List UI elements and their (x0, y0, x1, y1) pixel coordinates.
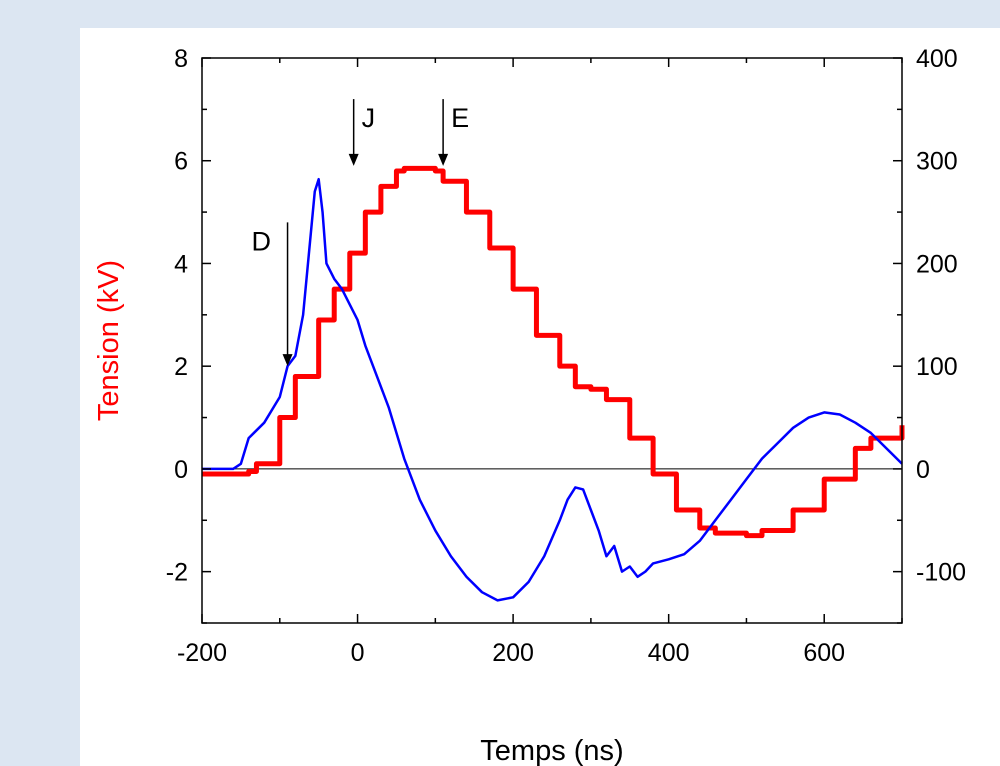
y2-tick-label: 100 (916, 353, 958, 381)
y-tick-label: -2 (166, 559, 188, 587)
annotation-label-j: J (362, 103, 376, 133)
x-axis-title: Temps (ns) (480, 735, 623, 766)
x-tick-label: 0 (351, 639, 365, 667)
annotation-arrowhead-j (348, 153, 359, 166)
y-tick-label: 6 (174, 148, 188, 176)
x-tick-label: 400 (648, 639, 690, 667)
x-tick-label: -200 (177, 639, 227, 667)
annotation-label-e: E (451, 103, 469, 133)
y-tick-label: 8 (174, 45, 188, 73)
y-axis-title: Tension (kV) (93, 260, 125, 421)
series-layer (202, 165, 905, 602)
chart-frame: -200 0 200 400 600 -2 0 2 4 6 8 -100 0 100 200 300 400 D… (80, 28, 1000, 766)
annotation-layer: D J E (252, 99, 469, 367)
x-tick-label: 600 (803, 639, 845, 667)
series-line-tension (202, 165, 905, 539)
annotation-arrowhead-d (282, 354, 293, 367)
y-tick-label: 0 (174, 456, 188, 484)
y-tick-label: 2 (174, 353, 188, 381)
tick-layer: -200 0 200 400 600 -2 0 2 4 6 8 -100 0 100 200 300 400 (166, 45, 966, 667)
y-tick-label: 4 (174, 250, 188, 278)
x-tick-label: 200 (492, 639, 534, 667)
y2-tick-label: -100 (916, 559, 966, 587)
y2-tick-label: 400 (916, 45, 958, 73)
y2-tick-label: 300 (916, 148, 958, 176)
chart-svg: -200 0 200 400 600 -2 0 2 4 6 8 -100 0 100 200 300 400 D… (93, 45, 966, 766)
plot-area (201, 57, 903, 624)
series-line-right-axis (202, 177, 903, 602)
y2-tick-label: 0 (916, 456, 930, 484)
y2-tick-label: 200 (916, 250, 958, 278)
annotation-arrowhead-e (438, 153, 449, 166)
annotation-label-d: D (252, 226, 271, 256)
